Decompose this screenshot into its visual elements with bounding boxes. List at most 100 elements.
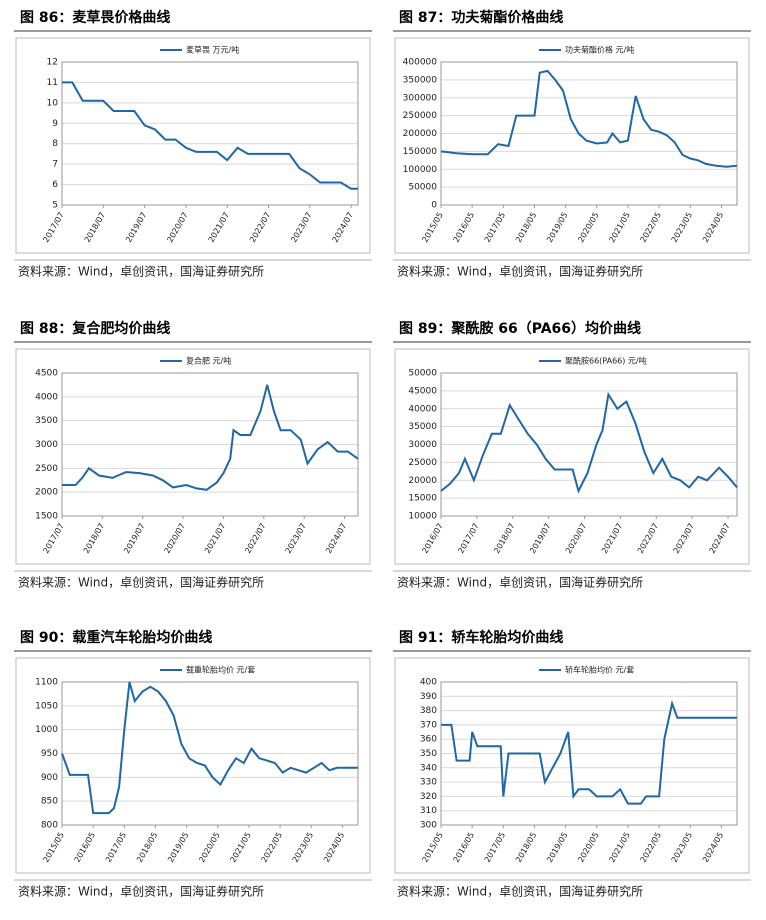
x-tick-label: 2016/05: [452, 211, 476, 244]
data-line: [440, 391, 738, 494]
plot-border: [440, 61, 738, 206]
figure-title: 图 87：功夫菊酯价格曲线: [399, 9, 563, 26]
plot-border: [61, 61, 359, 206]
x-tick-label: 2023/07: [284, 522, 308, 555]
y-tick-label: 12: [47, 58, 58, 68]
x-tick-label: 2024/05: [322, 831, 346, 864]
legend-label: 载重轮胎均价 元/套: [186, 665, 255, 675]
legend-label: 复合肥 元/吨: [186, 356, 231, 366]
x-tick-label: 2019/07: [122, 522, 146, 555]
y-tick-label: 1000: [35, 725, 58, 735]
x-tick-label: 2017/05: [104, 831, 128, 864]
x-tick-label: 2024/07: [331, 211, 355, 244]
plot-border: [440, 681, 738, 826]
figure-title: 图 88：复合肥均价曲线: [20, 320, 170, 337]
x-tick-label: 2020/07: [564, 522, 588, 555]
y-tick-label: 400000: [403, 58, 438, 68]
figure-title: 图 89：聚酰胺 66（PA66）均价曲线: [399, 320, 641, 337]
y-tick-label: 1050: [35, 701, 58, 711]
y-tick-label: 310: [420, 806, 437, 816]
x-tick-label: 2022/07: [248, 211, 272, 244]
x-tick-label: 2018/07: [82, 522, 106, 555]
y-tick-label: 20000: [408, 476, 437, 486]
y-tick-label: 4000: [35, 392, 58, 402]
x-tick-label: 2019/05: [545, 211, 569, 244]
y-tick-label: 10000: [408, 512, 437, 522]
x-tick-label: 2019/07: [124, 211, 148, 244]
source-note: 资料来源：Wind，卓创资讯，国海证券研究所: [18, 575, 264, 590]
y-tick-label: 40000: [408, 404, 437, 414]
chart-frame: [15, 37, 371, 254]
legend-label: 聚酰胺66(PA66) 元/吨: [565, 356, 647, 366]
y-tick-label: 3500: [35, 416, 58, 426]
x-tick-label: 2018/05: [135, 831, 159, 864]
chart: 图 87：功夫菊酯价格曲线 0 50000 100000 150000 200000 250…: [393, 9, 751, 279]
legend-label: 功夫菊酯价格 元/吨: [565, 45, 634, 55]
y-tick-label: 30000: [408, 440, 437, 450]
source-note: 资料来源：Wind，卓创资讯，国海证券研究所: [18, 884, 264, 899]
x-tick-label: 2021/05: [607, 831, 631, 864]
y-tick-label: 300000: [403, 93, 438, 103]
x-tick-label: 2021/07: [600, 522, 624, 555]
page: {"chart_data": [ {"type": "line", "title…: [14, 0, 766, 899]
figure-title: 图 91：轿车轮胎均价曲线: [399, 629, 563, 646]
figure-title: 图 90：载重汽车轮胎均价曲线: [20, 629, 212, 646]
x-tick-label: 2020/05: [576, 831, 600, 864]
data-line: [440, 69, 738, 168]
x-tick-label: 2023/05: [670, 831, 694, 864]
x-tick-label: 2024/07: [324, 522, 348, 555]
x-tick-label: 2020/05: [197, 831, 221, 864]
x-tick-label: 2021/07: [203, 522, 227, 555]
y-tick-label: 900: [41, 773, 58, 783]
x-tick-label: 2024/05: [701, 831, 725, 864]
y-tick-label: 250000: [403, 111, 438, 121]
y-tick-label: 950: [41, 749, 58, 759]
y-tick-label: 50000: [408, 369, 437, 379]
x-tick-label: 2017/07: [41, 211, 65, 244]
x-tick-label: 2016/05: [73, 831, 97, 864]
x-tick-label: 2021/05: [228, 831, 252, 864]
x-tick-label: 2021/05: [607, 211, 631, 244]
chart: 图 86：麦草畏价格曲线 5 6 7 8 9 10 11 12 2017/07 2018/07 201…: [14, 9, 372, 279]
figure-panel: 图 87：功夫菊酯价格曲线 0 50000 100000 150000 200000 250…: [383, 0, 766, 300]
x-tick-label: 2016/07: [420, 522, 444, 555]
x-tick-label: 2018/05: [514, 211, 538, 244]
figure-panel: 图 89：聚酰胺 66（PA66）均价曲线 10000 15000 20000 2500…: [383, 311, 766, 611]
y-tick-label: 45000: [408, 386, 437, 396]
y-tick-label: 0: [431, 201, 437, 211]
x-tick-label: 2022/05: [639, 831, 663, 864]
chart: 图 90：载重汽车轮胎均价曲线 800 850 900 950 1000 1050 1100 2…: [14, 629, 372, 899]
chart: 图 89：聚酰胺 66（PA66）均价曲线 10000 15000 20000 2500…: [393, 320, 751, 590]
y-tick-label: 1100: [35, 678, 58, 688]
y-tick-label: 11: [47, 78, 58, 88]
figure-panel: 图 91：轿车轮胎均价曲线 300 310 320 330 340 350 360 370 380…: [383, 620, 766, 920]
x-tick-label: 2018/07: [492, 522, 516, 555]
x-tick-label: 2019/05: [545, 831, 569, 864]
x-tick-label: 2019/07: [528, 522, 552, 555]
x-tick-label: 2024/05: [701, 211, 725, 244]
y-tick-label: 10: [47, 98, 59, 108]
x-tick-label: 2023/07: [289, 211, 313, 244]
legend-label: 轿车轮胎均价 元/套: [565, 665, 634, 675]
x-tick-label: 2022/05: [260, 831, 284, 864]
y-tick-label: 2000: [35, 488, 58, 498]
plot-border: [440, 372, 738, 517]
y-tick-label: 9: [52, 119, 58, 129]
x-tick-label: 2019/05: [166, 831, 190, 864]
y-tick-label: 400: [420, 678, 437, 688]
y-tick-label: 15000: [408, 494, 437, 504]
y-tick-label: 8: [52, 139, 58, 149]
x-tick-label: 2017/05: [483, 831, 507, 864]
y-tick-label: 390: [420, 692, 437, 702]
y-tick-label: 200000: [403, 129, 438, 139]
x-tick-label: 2018/05: [514, 831, 538, 864]
x-tick-label: 2023/05: [291, 831, 315, 864]
y-tick-label: 370: [420, 720, 437, 730]
y-tick-label: 35000: [408, 422, 437, 432]
y-tick-label: 50000: [408, 183, 437, 193]
data-line: [61, 681, 358, 815]
x-tick-label: 2023/05: [670, 211, 694, 244]
chart-frame: [394, 348, 750, 565]
chart: 图 88：复合肥均价曲线 1500 2000 2500 3000 3500 4000 4500…: [14, 320, 372, 590]
source-note: 资料来源：Wind，卓创资讯，国海证券研究所: [18, 264, 264, 279]
